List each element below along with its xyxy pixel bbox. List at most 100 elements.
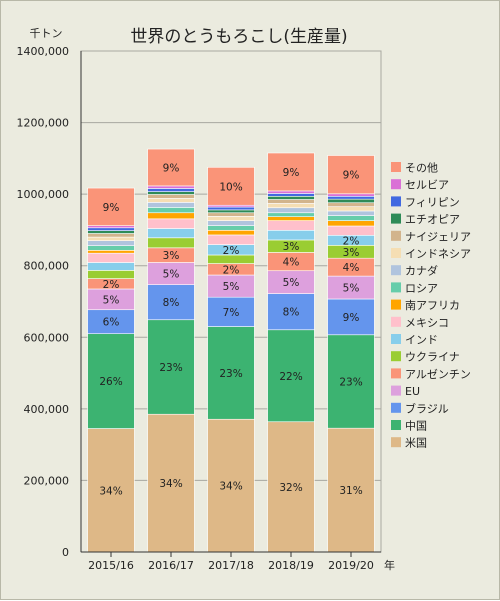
data-label: 31% <box>339 485 362 497</box>
data-label: 4% <box>283 257 300 269</box>
bar-segment <box>327 334 375 429</box>
bar-segment <box>207 212 255 217</box>
x-tick-label: 2016/17 <box>148 559 194 572</box>
data-label: 8% <box>163 297 180 309</box>
bar-segment <box>267 195 315 200</box>
bar-segment <box>207 234 255 245</box>
data-label: 2% <box>223 245 240 257</box>
axes: 0 200,000 400,000 600,000 800,000 1000,000 120… <box>17 45 382 572</box>
data-label: 5% <box>283 277 300 289</box>
legend-label: 米国 <box>405 437 427 450</box>
legend-label: インド <box>405 334 438 347</box>
data-label: 5% <box>163 269 180 281</box>
bar-segment <box>147 198 195 203</box>
legend-swatch <box>391 299 401 310</box>
bar-segment <box>147 228 195 239</box>
legend-label: ウクライナ <box>405 351 460 364</box>
bar-segment <box>327 215 375 221</box>
bar-segment <box>87 252 135 263</box>
legend-label: フィリピン <box>405 196 460 209</box>
data-label: 34% <box>219 481 242 493</box>
bar-segment <box>267 216 315 221</box>
bar-segment <box>327 225 375 236</box>
bar-segment <box>327 202 375 207</box>
legend-label: カナダ <box>405 264 438 278</box>
data-label: 22% <box>279 371 302 383</box>
y-tick-label: 200,000 <box>24 474 70 487</box>
bar-segment <box>267 229 315 241</box>
bar-segment <box>87 225 135 229</box>
y-tick-label: 400,000 <box>24 403 70 416</box>
bar-segment <box>207 216 255 221</box>
bar-segment <box>87 333 135 429</box>
data-label: 7% <box>223 307 240 319</box>
bar-segment <box>147 148 195 187</box>
bar-segment <box>267 193 315 197</box>
legend-swatch <box>391 265 401 276</box>
bar-segment <box>147 185 195 189</box>
data-label: 2% <box>103 279 120 291</box>
data-label: 9% <box>163 162 180 174</box>
x-tick-label: 2019/20 <box>328 559 374 572</box>
bar-segment <box>207 229 255 236</box>
data-label: 3% <box>163 250 180 262</box>
bar-segment <box>207 418 255 553</box>
y-tick-label: 1200,000 <box>17 117 70 130</box>
bar-segment <box>87 245 135 251</box>
legend: その他セルビアフィリピンエチオピアナイジェリアインドネシアカナダロシア南アフリカ… <box>391 162 471 450</box>
bar-segment <box>87 240 135 246</box>
bar-segment <box>207 326 255 420</box>
bar-segment <box>87 236 135 241</box>
data-label: 6% <box>103 317 120 329</box>
legend-swatch <box>391 368 401 379</box>
bar-segment <box>327 298 375 336</box>
bar-segment <box>147 202 195 208</box>
bar-segment <box>87 227 135 231</box>
bar-segment <box>267 207 315 214</box>
bar-segment <box>267 421 315 553</box>
data-label: 5% <box>103 294 120 306</box>
bar-segment <box>327 427 375 553</box>
data-label: 9% <box>343 312 360 324</box>
data-label: 3% <box>283 241 300 253</box>
x-tick-label: 2017/18 <box>208 559 254 572</box>
data-label: 9% <box>343 170 360 182</box>
legend-swatch <box>391 196 401 207</box>
legend-swatch <box>391 179 401 190</box>
legend-swatch <box>391 437 401 448</box>
data-label: 9% <box>283 167 300 179</box>
bar-segment <box>147 413 195 553</box>
legend-swatch <box>391 316 401 327</box>
bar-segment <box>87 233 135 238</box>
data-label: 3% <box>343 247 360 259</box>
bar-segment <box>87 262 135 271</box>
chart-title: 世界のとうもろこし(生産量) <box>130 27 347 47</box>
bar-segment <box>147 194 195 199</box>
legend-label: 中国 <box>405 420 427 433</box>
y-tick-label: 800,000 <box>24 260 70 273</box>
legend-swatch <box>391 351 401 362</box>
data-label: 23% <box>339 376 362 388</box>
bar-segment <box>207 209 255 214</box>
y-tick-label: 1400,000 <box>17 45 70 58</box>
legend-label: アルゼンチン <box>405 368 471 381</box>
data-label: 23% <box>219 368 242 380</box>
legend-label: エチオピア <box>405 213 460 226</box>
legend-label: インドネシア <box>405 248 471 261</box>
data-label: 32% <box>279 482 302 494</box>
bar-segment <box>207 167 255 206</box>
bar-segment <box>87 187 135 226</box>
bar-segment <box>327 210 375 216</box>
bar-segment <box>267 199 315 204</box>
bar-segment <box>267 203 315 209</box>
bar-segment <box>87 230 135 234</box>
bar-segment <box>87 270 135 279</box>
data-label: 23% <box>159 362 182 374</box>
bar-segment <box>207 225 255 231</box>
legend-label: その他 <box>405 162 438 175</box>
bar-segment <box>267 293 315 331</box>
y-axis-unit-label: 千トン <box>30 27 63 40</box>
bar-segment <box>207 220 255 226</box>
